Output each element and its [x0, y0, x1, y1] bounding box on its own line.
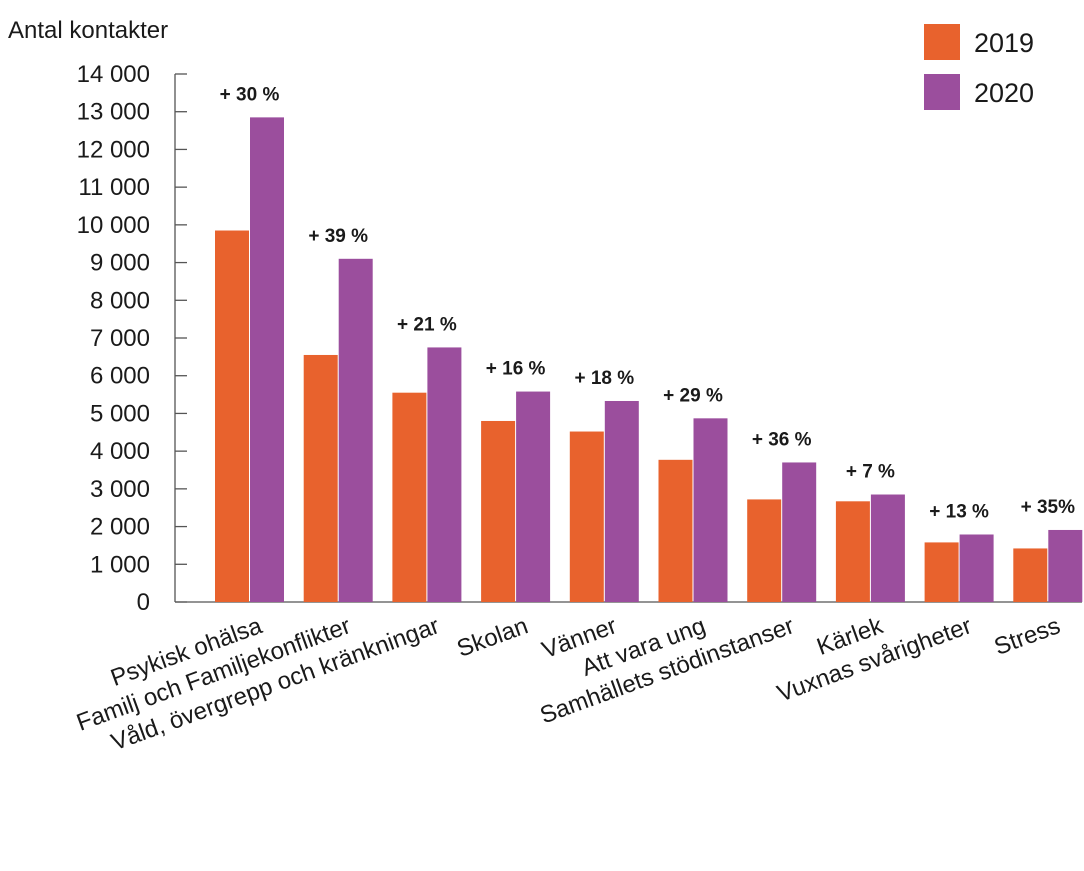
y-tick-label: 5 000	[90, 400, 150, 427]
change-annotation: + 39 %	[308, 226, 368, 247]
change-annotation: + 16 %	[486, 359, 546, 380]
bar-2020	[1048, 529, 1083, 602]
change-annotation: + 7 %	[846, 462, 895, 483]
change-annotation: + 18 %	[574, 368, 634, 389]
bar-2020	[427, 347, 462, 602]
bar-2020	[604, 400, 639, 602]
y-tick-label: 12 000	[77, 136, 150, 163]
y-axis-title: Antal kontakter	[8, 17, 168, 44]
bar-2019	[303, 354, 338, 602]
change-annotation: + 29 %	[663, 385, 723, 406]
bar-2019	[215, 230, 249, 602]
legend-label: 2020	[974, 78, 1034, 108]
y-tick-label: 8 000	[90, 287, 150, 314]
change-annotation: + 13 %	[929, 501, 989, 522]
bars	[215, 117, 1083, 602]
bar-2019	[658, 459, 693, 602]
y-axis: 0 1 000 2 000 3 000 4 000 5 000 6 000 7 000 8 00…	[77, 61, 1082, 616]
legend-swatch-2019	[924, 24, 960, 60]
y-tick-label: 6 000	[90, 363, 150, 390]
bar-2020	[338, 258, 373, 602]
legend-swatch-2020	[924, 74, 960, 110]
y-tick-label: 9 000	[90, 250, 150, 277]
bar-2019	[392, 392, 427, 602]
y-tick-label: 2 000	[90, 514, 150, 541]
change-annotation: + 21 %	[397, 314, 457, 335]
annotations: + 30 % + 39 % + 21 % + 16 % + 18 % + 29 % + 36…	[220, 84, 1075, 522]
change-annotation: + 35%	[1021, 497, 1076, 518]
bar-2019	[1013, 548, 1048, 602]
x-category-label: Skolan	[453, 612, 531, 662]
bar-2019	[481, 420, 516, 602]
y-tick-label: 0	[137, 589, 150, 616]
x-category-label: Stress	[991, 612, 1064, 661]
y-tick-label: 13 000	[77, 99, 150, 126]
y-tick-label: 11 000	[78, 174, 150, 201]
bar-2020	[693, 418, 728, 602]
bar-2019	[924, 542, 959, 602]
bar-2020	[250, 117, 284, 602]
y-tick-label: 10 000	[77, 212, 150, 239]
y-tick-label: 14 000	[77, 61, 150, 88]
bar-2020	[782, 462, 817, 602]
change-annotation: + 36 %	[752, 429, 812, 450]
bar-2020	[516, 391, 551, 602]
bar-2019	[747, 499, 782, 602]
y-tick-label: 7 000	[90, 325, 150, 352]
bar-2020	[959, 534, 994, 602]
y-tick-label: 4 000	[90, 438, 150, 465]
y-tick-label: 3 000	[90, 476, 150, 503]
y-tick-label: 1 000	[90, 551, 150, 578]
bar-2019	[569, 431, 604, 602]
change-annotation: + 30 %	[220, 84, 280, 105]
bar-2020	[870, 494, 905, 602]
legend-label: 2019	[974, 28, 1034, 58]
legend: 2019 2020	[924, 24, 1034, 110]
bar-2019	[835, 501, 870, 602]
